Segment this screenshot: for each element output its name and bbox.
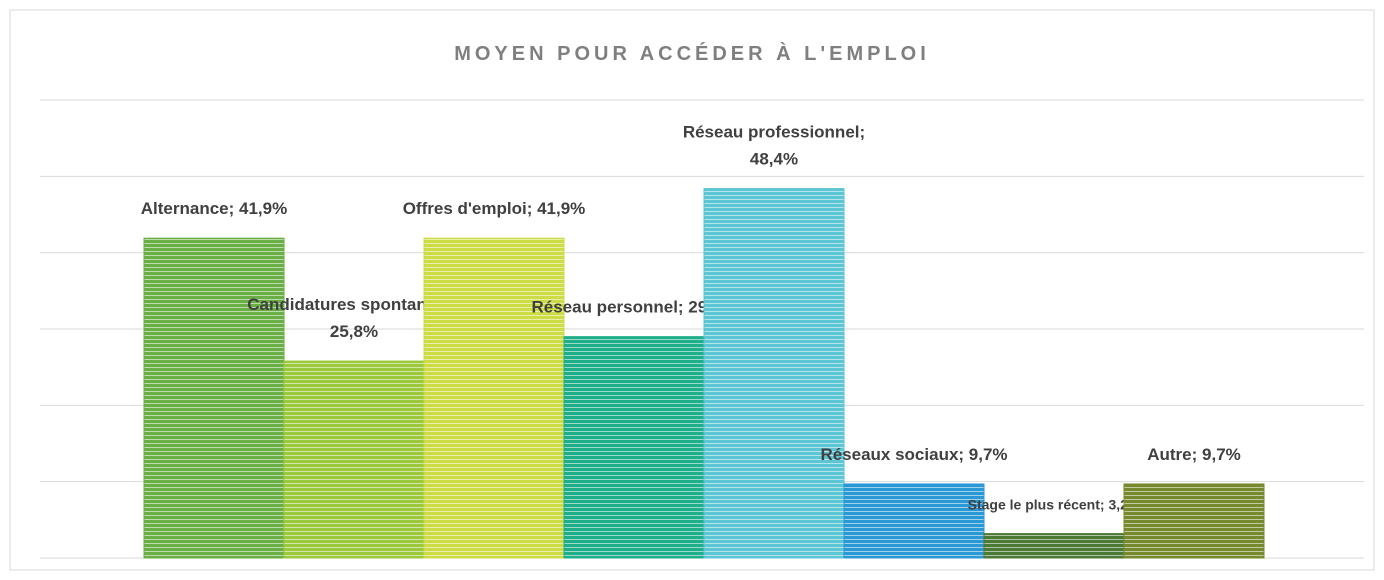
bar bbox=[563, 336, 705, 559]
bar bbox=[703, 188, 845, 559]
data-label-line: 48,4% bbox=[750, 150, 798, 169]
chart-title: MOYEN POUR ACCÉDER À L'EMPLOI bbox=[454, 42, 930, 65]
data-label: Réseau personnel; 29,0% bbox=[531, 298, 736, 317]
bar bbox=[283, 360, 425, 559]
bar bbox=[423, 237, 565, 559]
data-label: Réseau professionnel; 48,4% bbox=[683, 123, 865, 169]
data-label: Alternance; 41,9% bbox=[141, 199, 287, 218]
bar bbox=[843, 483, 985, 559]
bar bbox=[1123, 483, 1265, 559]
data-label-line: Réseau professionnel; bbox=[683, 123, 865, 142]
bar bbox=[143, 237, 285, 559]
data-label-line: Candidatures spontanées; bbox=[247, 295, 461, 314]
data-label: Stage le plus récent; 3,2% bbox=[968, 497, 1141, 513]
bar bbox=[983, 533, 1125, 559]
data-label: Réseaux sociaux; 9,7% bbox=[820, 445, 1007, 464]
data-label: Candidatures spontanées; 25,8% bbox=[247, 295, 461, 341]
data-label: Offres d'emploi; 41,9% bbox=[403, 199, 586, 218]
data-label: Autre; 9,7% bbox=[1147, 445, 1241, 464]
data-label-line: 25,8% bbox=[330, 322, 378, 341]
